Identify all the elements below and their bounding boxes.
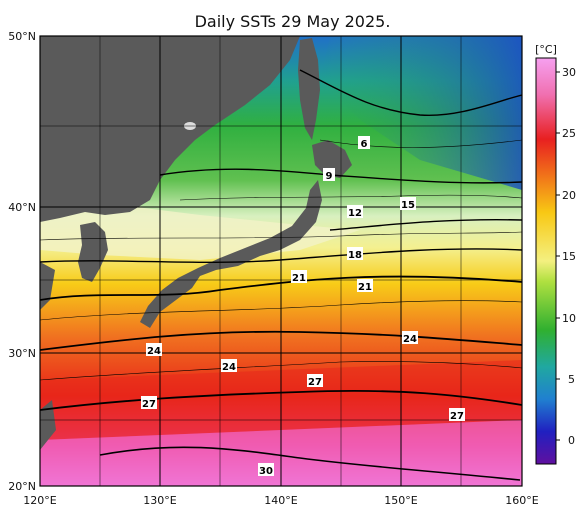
lon-label: 120°E <box>23 494 56 507</box>
colorbar-tick: 20 <box>562 189 576 202</box>
svg-text:15: 15 <box>401 200 415 211</box>
colorbar-tick: 0 <box>568 434 575 447</box>
lat-label: 40°N <box>8 201 36 214</box>
lon-label: 140°E <box>264 494 297 507</box>
contour-label: 24 <box>221 359 237 373</box>
contour-label: 21 <box>357 279 373 293</box>
svg-text:24: 24 <box>222 362 236 373</box>
lon-label: 130°E <box>143 494 176 507</box>
svg-text:27: 27 <box>308 377 322 388</box>
lon-label: 160°E <box>505 494 538 507</box>
colorbar: [°C] 30 25 20 15 10 5 0 <box>535 43 576 465</box>
land-mass <box>40 36 352 450</box>
contour-label: 24 <box>146 343 162 357</box>
svg-text:21: 21 <box>358 282 372 293</box>
contour-label: 27 <box>141 396 157 410</box>
lat-label: 30°N <box>8 347 36 360</box>
lat-label: 20°N <box>8 480 36 493</box>
svg-text:21: 21 <box>292 273 306 284</box>
colorbar-tick: 30 <box>562 66 576 79</box>
contour-label: 9 <box>323 168 335 182</box>
contour-labels: 6 9 12 15 18 21 21 24 24 24 27 27 27 30 <box>141 136 465 477</box>
contour-label: 15 <box>400 197 416 211</box>
isotherm-contours <box>40 69 522 481</box>
latitude-labels: 50°N 40°N 30°N 20°N <box>8 30 36 493</box>
svg-text:18: 18 <box>348 250 362 261</box>
svg-text:6: 6 <box>361 139 368 150</box>
colorbar-tick: 25 <box>562 127 576 140</box>
colorbar-gradient <box>535 57 557 465</box>
contour-label: 27 <box>449 408 465 422</box>
colorbar-tick: 5 <box>568 373 575 386</box>
lon-label: 150°E <box>384 494 417 507</box>
colorbar-tick: 15 <box>562 250 576 263</box>
map-title: Daily SSTs 29 May 2025. <box>194 12 391 31</box>
lat-label: 50°N <box>8 30 36 43</box>
contour-label: 6 <box>358 136 370 150</box>
svg-text:27: 27 <box>450 411 464 422</box>
longitude-labels: 120°E 130°E 140°E 150°E 160°E <box>23 494 538 507</box>
colorbar-tick: 10 <box>562 312 576 325</box>
contour-label: 18 <box>347 247 363 261</box>
svg-text:30: 30 <box>259 466 273 477</box>
map-frame <box>39 35 523 487</box>
contour-label: 24 <box>402 331 418 345</box>
svg-text:24: 24 <box>403 334 417 345</box>
contour-label: 12 <box>347 205 363 219</box>
svg-text:12: 12 <box>348 208 362 219</box>
svg-text:24: 24 <box>147 346 161 357</box>
lat-lon-grid <box>40 36 522 486</box>
contour-label: 21 <box>291 270 307 284</box>
svg-text:27: 27 <box>142 399 156 410</box>
contour-label: 30 <box>258 463 274 477</box>
svg-text:9: 9 <box>326 171 333 182</box>
contour-label: 27 <box>307 374 323 388</box>
colorbar-unit: [°C] <box>535 43 557 56</box>
